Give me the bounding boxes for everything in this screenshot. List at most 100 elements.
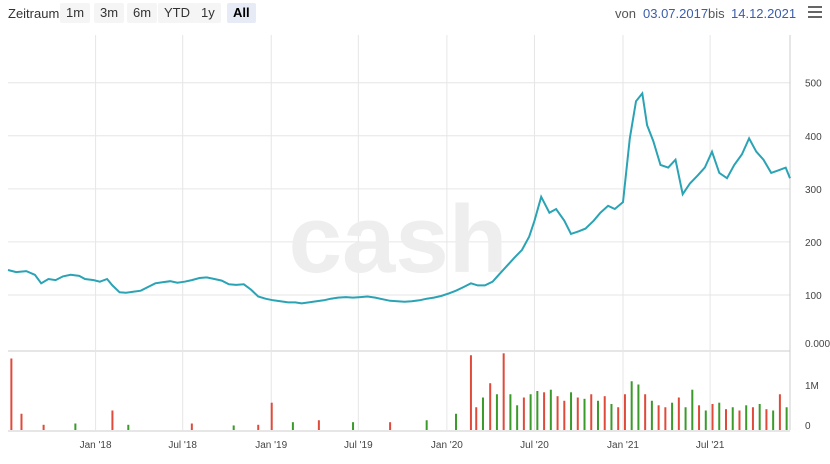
volume-bar — [42, 424, 45, 430]
volume-bars — [10, 353, 788, 430]
volume-bar — [731, 407, 734, 430]
volume-tick-label: 0.0000 — [805, 339, 830, 350]
volume-bar — [549, 389, 552, 430]
x-tick-label: Jul '18 — [168, 440, 197, 451]
volume-bar — [190, 423, 193, 430]
volume-y-ticks: 0.0000 1M 0 — [805, 339, 830, 432]
volume-bar — [522, 397, 525, 430]
from-date-input[interactable]: 03.07.2017 — [643, 6, 709, 21]
volume-bar — [425, 420, 428, 430]
volume-bar — [603, 396, 606, 430]
price-tick-label: 100 — [805, 291, 822, 302]
volume-bar — [778, 394, 781, 430]
volume-tick-label: 0 — [805, 421, 811, 432]
volume-bar — [751, 407, 754, 430]
volume-bar — [543, 392, 546, 430]
volume-bar — [536, 391, 539, 430]
range-button-ytd[interactable]: YTD — [158, 3, 196, 23]
x-tick-label: Jul '21 — [696, 440, 725, 451]
volume-bar — [718, 402, 721, 430]
volume-tick-label: 1M — [805, 381, 819, 392]
volume-bar — [20, 413, 23, 430]
volume-bar — [711, 404, 714, 430]
volume-bar — [596, 400, 599, 430]
volume-bar — [772, 410, 775, 430]
volume-bar — [495, 394, 498, 430]
volume-bar — [785, 407, 788, 430]
from-label: von — [615, 6, 636, 21]
volume-bar — [74, 423, 77, 430]
volume-bar — [610, 404, 613, 430]
x-tick-label: Jan '20 — [431, 440, 463, 451]
volume-bar — [570, 392, 573, 430]
volume-bar — [664, 407, 667, 430]
volume-bar — [455, 413, 458, 430]
x-tick-label: Jul '20 — [520, 440, 549, 451]
volume-bar — [617, 407, 620, 430]
volume-bar — [291, 422, 294, 430]
volume-bar — [516, 405, 519, 430]
x-tick-label: Jan '19 — [255, 440, 287, 451]
volume-bar — [317, 420, 320, 430]
volume-bar — [671, 402, 674, 430]
volume-bar — [475, 407, 478, 430]
zoom-label: Zeitraum — [8, 6, 60, 21]
x-tick-label: Jan '21 — [607, 440, 639, 451]
price-tick-label: 400 — [805, 132, 822, 143]
volume-bar — [765, 409, 768, 430]
price-line — [7, 90, 791, 305]
range-button-1m[interactable]: 1m — [60, 3, 91, 23]
volume-bar — [691, 389, 694, 430]
range-button-3m[interactable]: 3m — [94, 3, 125, 23]
volume-bar — [623, 394, 626, 430]
volume-bar — [469, 355, 472, 430]
volume-bar — [489, 383, 492, 430]
volume-bar — [563, 400, 566, 430]
price-tick-label: 300 — [805, 185, 822, 196]
x-tick-label: Jul '19 — [344, 440, 373, 451]
hamburger-menu-icon[interactable] — [808, 6, 822, 18]
volume-bar — [257, 424, 260, 430]
volume-bar — [583, 398, 586, 430]
volume-bar — [389, 422, 392, 430]
volume-bar — [232, 425, 235, 430]
volume-bar — [556, 396, 559, 430]
volume-bar — [684, 407, 687, 430]
volume-bar — [10, 358, 13, 430]
volume-bar — [509, 394, 512, 430]
watermark: cash — [289, 186, 508, 293]
volume-bar — [644, 394, 647, 430]
volume-bar — [637, 384, 640, 430]
volume-bar — [352, 422, 355, 430]
volume-bar — [590, 394, 593, 430]
to-label: bis — [708, 6, 725, 21]
price-tick-label: 200 — [805, 238, 822, 249]
range-button-6m[interactable]: 6m — [127, 3, 158, 23]
range-toolbar: Zeitraum 1m 3m 6m YTD 1y All von 03.07.2… — [0, 0, 830, 28]
volume-bar — [677, 397, 680, 430]
volume-bar — [481, 397, 484, 430]
price-y-ticks: 500 400 300 200 100 — [805, 79, 822, 302]
volume-bar — [270, 402, 273, 430]
volume-bar — [657, 405, 660, 430]
range-button-all[interactable]: All — [227, 3, 256, 23]
volume-bar — [502, 353, 505, 430]
range-button-1y[interactable]: 1y — [195, 3, 221, 23]
volume-bar — [650, 400, 653, 430]
volume-bar — [576, 397, 579, 430]
volume-bar — [529, 394, 532, 430]
price-tick-label: 500 — [805, 79, 822, 90]
volume-bar — [127, 424, 130, 430]
chart-grid — [8, 35, 791, 432]
volume-bar — [704, 410, 707, 430]
volume-bar — [111, 410, 114, 430]
volume-bar — [758, 404, 761, 430]
x-axis-ticks: Jan '18 Jul '18 Jan '19 Jul '19 Jan '20 Jul '… — [80, 440, 725, 451]
volume-bar — [738, 410, 741, 430]
volume-bar — [745, 405, 748, 430]
volume-bar — [698, 405, 701, 430]
volume-bar — [630, 381, 633, 430]
x-tick-label: Jan '18 — [80, 440, 112, 451]
to-date-input[interactable]: 14.12.2021 — [731, 6, 797, 21]
